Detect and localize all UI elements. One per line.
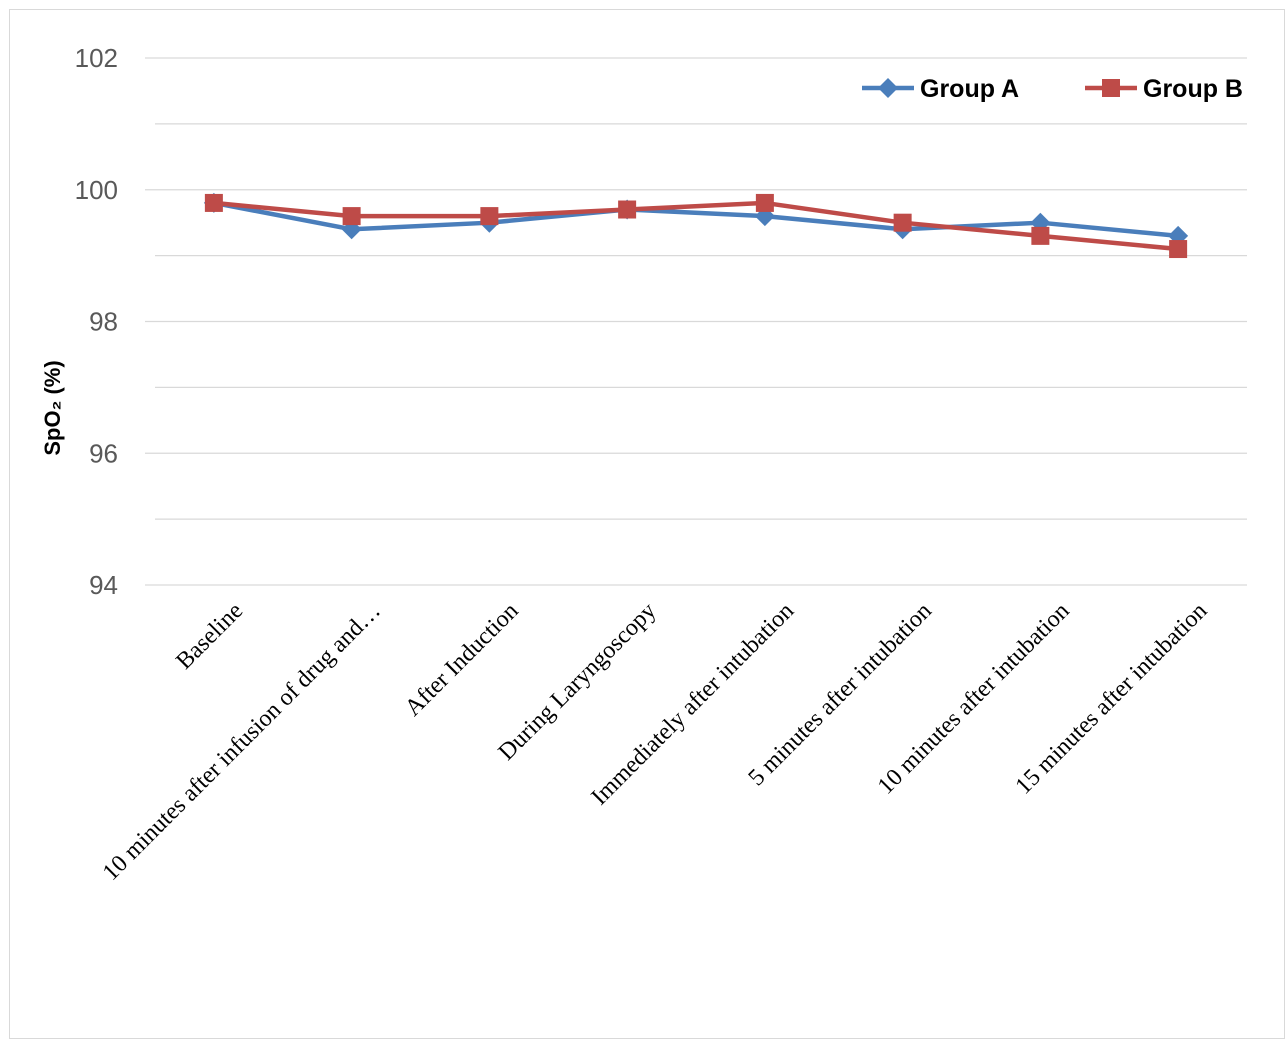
data-point (480, 207, 499, 226)
series-line (213, 200, 1179, 252)
data-point (1031, 226, 1050, 245)
data-point (618, 200, 637, 219)
data-point (755, 193, 774, 212)
y-axis-label: SpO₂ (%) (40, 360, 65, 455)
y-tick-label: 100 (75, 175, 118, 205)
x-tick-label: After Induction (400, 598, 523, 721)
legend-item: Group B (1085, 75, 1243, 103)
data-point (204, 193, 223, 212)
legend: Group A Group B (862, 75, 1243, 103)
x-tick-label: Baseline (171, 598, 248, 675)
legend-label: Group B (1143, 75, 1243, 103)
data-point (342, 207, 361, 226)
y-tick-label: 102 (75, 43, 118, 73)
x-tick-label: 10 minutes after infusion of drug and… (98, 598, 386, 886)
legend-marker (878, 78, 898, 98)
x-tick-label: During Laryngoscopy (494, 598, 662, 766)
legend-marker (1102, 79, 1120, 97)
y-tick-label: 98 (89, 307, 118, 337)
data-point (1169, 240, 1188, 259)
series-2 (204, 193, 1188, 259)
series-layer (203, 192, 1189, 259)
legend-item: Group A (862, 75, 1019, 103)
data-point (893, 213, 912, 232)
legend-label: Group A (920, 75, 1019, 103)
gridlines (145, 57, 1247, 586)
y-tick-label: 94 (89, 570, 118, 600)
y-axis-ticks: 102 100 98 96 94 (75, 43, 118, 600)
y-tick-label: 96 (89, 438, 118, 468)
series-line (213, 200, 1179, 239)
chart-frame (9, 9, 1285, 1039)
